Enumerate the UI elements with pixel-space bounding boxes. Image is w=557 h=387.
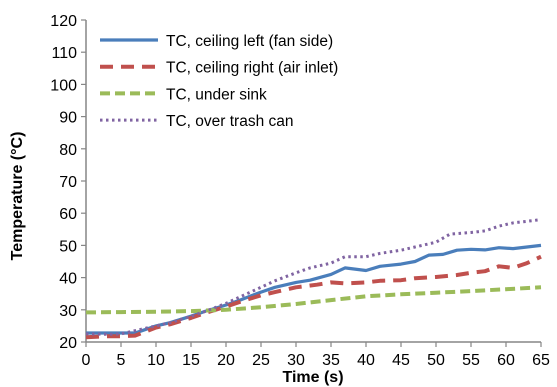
y-tick-label: 50 [59, 238, 77, 255]
x-tick-label: 5 [117, 352, 126, 369]
x-axis-ticks: 0 5 10 15 20 25 30 35 40 45 50 55 60 65 [82, 342, 550, 369]
x-tick-label: 50 [427, 352, 445, 369]
y-axis-title: Temperature (°C) [9, 132, 26, 261]
y-axis-ticks: 20 30 40 50 60 70 80 90 100 110 120 [50, 13, 86, 352]
y-tick-label: 70 [59, 174, 77, 191]
legend-label-2: TC, ceiling right (air inlet) [166, 60, 338, 77]
series-lines [85, 218, 542, 340]
y-tick-label: 20 [59, 335, 77, 352]
legend-label-4: TC, over trash can [166, 113, 294, 130]
series-line-3 [85, 285, 542, 315]
x-tick-label: 55 [462, 352, 480, 369]
y-tick-label: 120 [50, 13, 77, 30]
y-tick-label: 40 [59, 271, 77, 288]
x-tick-label: 40 [357, 352, 375, 369]
series-line-1 [86, 243, 542, 335]
x-tick-label: 45 [392, 352, 410, 369]
series-line-2 [85, 254, 542, 340]
x-axis-title: Time (s) [282, 369, 343, 386]
y-tick-label: 30 [59, 303, 77, 320]
x-tick-label: 60 [497, 352, 515, 369]
x-tick-label: 35 [322, 352, 340, 369]
legend-label-1: TC, ceiling left (fan side) [166, 33, 333, 50]
x-tick-label: 30 [287, 352, 305, 369]
legend-label-3: TC, under sink [166, 86, 267, 103]
x-tick-label: 25 [252, 352, 270, 369]
y-tick-label: 110 [51, 45, 77, 62]
x-tick-label: 20 [217, 352, 235, 369]
y-tick-label: 100 [50, 77, 77, 94]
x-tick-label: 15 [182, 352, 200, 369]
y-tick-label: 90 [59, 110, 77, 127]
legend: TC, ceiling left (fan side) TC, ceiling r… [100, 33, 338, 130]
x-tick-label: 0 [82, 352, 91, 369]
series-line-4 [85, 218, 542, 336]
x-tick-label: 65 [532, 352, 550, 369]
y-tick-label: 80 [59, 142, 77, 159]
x-tick-label: 10 [147, 352, 165, 369]
y-tick-label: 60 [59, 206, 77, 223]
